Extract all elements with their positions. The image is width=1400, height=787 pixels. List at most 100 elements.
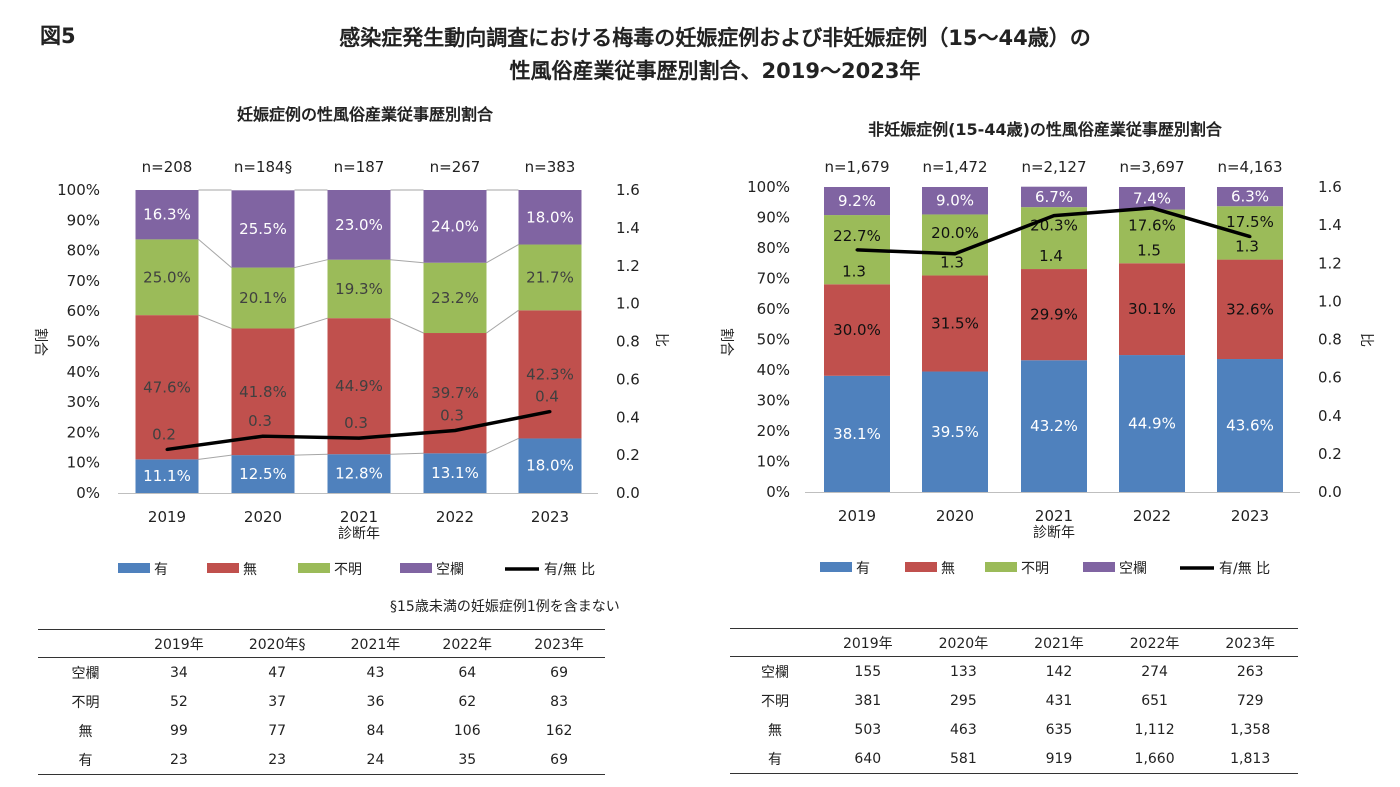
table-cell: 1,813 xyxy=(1202,744,1298,774)
n-label: n=267 xyxy=(430,158,481,176)
table-cell: 62 xyxy=(458,693,477,710)
x-tick-label: 2021 xyxy=(1035,507,1073,525)
x-tick-label: 2021 xyxy=(340,508,378,526)
legend-swatch-無 xyxy=(207,563,239,573)
bar-空欄-2021 xyxy=(1021,186,1087,208)
y-tick-label: 40% xyxy=(67,363,100,381)
n-label: n=187 xyxy=(334,158,385,176)
table-header-cell xyxy=(38,629,133,658)
legend-label: 無 xyxy=(941,561,955,577)
table-header-cell: 2020年 xyxy=(915,628,1012,657)
figure-label: 図5 xyxy=(40,24,76,48)
table-row-label: 不明 xyxy=(761,693,789,710)
y2-tick-label: 1.0 xyxy=(1318,292,1342,310)
table-cell: 34 xyxy=(169,664,188,681)
y-tick-label: 60% xyxy=(757,300,790,318)
table-header-cell: 2022年 xyxy=(421,629,514,658)
y2-tick-label: 0.2 xyxy=(616,446,640,464)
bar-空欄-2019 xyxy=(824,187,890,216)
ratio-point xyxy=(1052,214,1056,218)
data-label: 25.5% xyxy=(239,220,287,238)
bar-不明-2023 xyxy=(1217,206,1283,260)
series-connector-line xyxy=(294,259,328,269)
series-connector-line xyxy=(486,244,519,264)
legend-swatch-有 xyxy=(118,563,150,573)
ratio-label: 1.3 xyxy=(940,253,964,271)
table-cell: 919 xyxy=(1011,744,1107,774)
y2-tick-label: 0.8 xyxy=(616,333,640,351)
bar-無-2021 xyxy=(1021,269,1087,361)
table-row: 無 503 463 635 1,112 1,358 xyxy=(730,715,1298,744)
table-header-cell: 2023年 xyxy=(513,629,605,658)
y-tick-label: 20% xyxy=(757,422,790,440)
bar-有-2021 xyxy=(1021,360,1087,492)
y-tick-label: 0% xyxy=(766,483,790,501)
data-label: 39.7% xyxy=(431,384,479,402)
legend-swatch-空欄 xyxy=(1083,562,1115,572)
table-cell: 581 xyxy=(915,744,1012,774)
bar-空欄-2019 xyxy=(135,190,199,240)
table-cell: 381 xyxy=(854,692,882,709)
table-row-label: 不明 xyxy=(71,694,100,711)
table-header-cell: 2023年 xyxy=(1202,628,1298,657)
ratio-label: 0.3 xyxy=(248,412,272,430)
table-cell: 162 xyxy=(545,722,573,739)
table-cell: 24 xyxy=(329,745,422,775)
figure-title-line1: 感染症発生動向調査における梅毒の妊娠症例および非妊娠症例（15～44歳）の xyxy=(339,26,1091,50)
table-row-label: 無 xyxy=(768,722,782,739)
legend-label: 有/無 比 xyxy=(1219,561,1270,577)
bar-無-2022 xyxy=(1119,263,1185,356)
bar-有-2023 xyxy=(1217,359,1283,492)
y2-tick-label: 1.2 xyxy=(616,257,640,275)
legend-swatch-不明 xyxy=(298,563,330,573)
y2-tick-label: 1.0 xyxy=(616,295,640,313)
data-label: 25.0% xyxy=(143,268,191,286)
data-label: 23.2% xyxy=(431,289,479,307)
data-label: 47.6% xyxy=(143,378,191,396)
y-tick-label: 40% xyxy=(757,361,790,379)
data-label: 18.0% xyxy=(526,208,574,226)
x-tick-label: 2023 xyxy=(1231,507,1269,525)
x-tick-label: 2022 xyxy=(436,508,474,526)
y2-tick-label: 1.6 xyxy=(1318,178,1342,196)
legend-swatch-有 xyxy=(820,562,852,572)
table-cell: 106 xyxy=(453,722,481,739)
series-connector-line xyxy=(390,452,424,455)
bar-有-2023 xyxy=(518,438,582,493)
table-cell: 43 xyxy=(366,664,385,681)
bar-空欄-2023 xyxy=(518,190,582,245)
n-label: n=4,163 xyxy=(1217,158,1282,176)
y2-tick-label: 0.4 xyxy=(616,408,640,426)
data-label: 19.3% xyxy=(335,280,383,298)
bar-無-2020 xyxy=(922,275,988,372)
table-cell: 36 xyxy=(366,693,385,710)
bar-有-2020 xyxy=(922,371,988,492)
y2-tick-label: 0.8 xyxy=(1318,331,1342,349)
n-label: n=1,472 xyxy=(922,158,987,176)
ratio-label: 0.2 xyxy=(152,425,176,443)
data-label: 22.7% xyxy=(833,227,881,245)
y-tick-label: 70% xyxy=(67,272,100,290)
series-connector-line xyxy=(390,259,424,264)
data-label: 21.7% xyxy=(526,268,574,286)
bar-有-2022 xyxy=(423,453,487,493)
table-cell: 1,660 xyxy=(1106,744,1203,774)
y2-tick-label: 0.6 xyxy=(616,370,640,388)
left-chart-title: 妊娠症例の性風俗産業従事歴別割合 xyxy=(236,105,493,124)
n-label: n=383 xyxy=(525,158,576,176)
series-connector-line xyxy=(486,438,519,454)
y-tick-label: 80% xyxy=(67,242,100,260)
data-label: 42.3% xyxy=(526,365,574,383)
data-label: 41.8% xyxy=(239,383,287,401)
data-label: 12.5% xyxy=(239,465,287,483)
legend-swatch-空欄 xyxy=(400,563,432,573)
ratio-point xyxy=(453,429,457,433)
y2-tick-label: 0.2 xyxy=(1318,445,1342,463)
table-cell: 1,112 xyxy=(1134,721,1175,738)
ratio-label: 0.3 xyxy=(440,407,464,425)
table-cell: 651 xyxy=(1141,692,1168,709)
bar-有-2022 xyxy=(1119,355,1185,492)
y2-tick-label: 0.0 xyxy=(1318,483,1342,501)
y-tick-label: 70% xyxy=(757,270,790,288)
legend-swatch-不明 xyxy=(985,562,1017,572)
